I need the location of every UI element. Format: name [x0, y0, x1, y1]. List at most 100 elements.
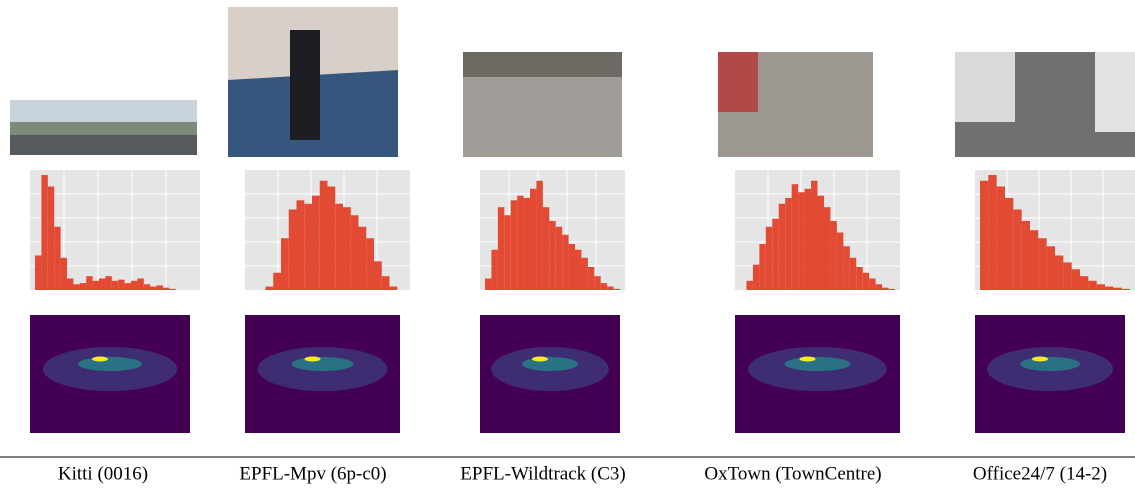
histogram-bar	[99, 279, 105, 291]
heatmap-peak	[532, 357, 548, 362]
histogram-bar	[105, 276, 111, 290]
histogram-bar	[137, 279, 143, 291]
histogram-bar	[163, 288, 169, 290]
histogram-bar	[359, 227, 367, 290]
histogram-bar	[61, 258, 67, 290]
histogram-bar	[1013, 210, 1021, 291]
photo-person	[290, 30, 320, 140]
caption: OxTown (TownCentre)	[704, 463, 881, 484]
histogram-bar	[889, 289, 895, 290]
heatmap-peak	[800, 357, 816, 362]
histogram-bar	[1105, 287, 1113, 290]
histogram-bar	[824, 207, 830, 290]
photo-wall	[1095, 52, 1135, 132]
histogram-bar	[766, 227, 772, 290]
histogram-bar	[837, 233, 843, 291]
histogram-bar	[1122, 289, 1130, 290]
histogram-bar	[73, 284, 79, 290]
histogram-bar	[556, 227, 562, 290]
histogram-bar	[48, 187, 54, 291]
histogram-bar	[988, 175, 996, 290]
histogram-bar	[830, 221, 836, 290]
histogram-bar	[150, 287, 156, 290]
histogram-bar	[530, 189, 536, 290]
histogram-bar	[281, 238, 289, 290]
histogram-bar	[569, 244, 575, 290]
histogram-bar	[511, 200, 517, 290]
histogram-bar	[562, 235, 568, 290]
histogram-bar	[297, 200, 305, 290]
photo-road	[10, 135, 197, 155]
histogram-bar	[759, 244, 765, 290]
heatmap-density	[522, 357, 578, 371]
histogram-bar	[144, 284, 150, 290]
photo-shop	[718, 52, 758, 112]
histogram-bar	[54, 227, 60, 290]
histogram-bar	[157, 285, 163, 290]
histogram-bar	[41, 175, 47, 290]
histogram-bar	[607, 287, 613, 290]
photo-wall	[463, 52, 622, 77]
histogram-bar	[1055, 256, 1063, 291]
histogram-bar	[382, 276, 390, 290]
histogram-bar	[549, 221, 555, 290]
histogram-bar	[581, 258, 587, 290]
histogram-bar	[869, 279, 875, 291]
histogram-bar	[35, 256, 41, 291]
heatmap-peak	[92, 357, 108, 362]
histogram-bar	[997, 187, 1005, 291]
heatmap-density	[785, 357, 851, 371]
caption: Kitti (0016)	[58, 463, 148, 484]
histogram-bar	[524, 198, 530, 290]
histogram-bar	[273, 273, 281, 290]
histogram-bar	[811, 181, 817, 290]
histogram-bar	[1030, 230, 1038, 290]
heatmap-peak	[1032, 357, 1048, 362]
histogram-bar	[169, 289, 175, 290]
histogram-bar	[504, 215, 510, 290]
histogram-bar	[1047, 246, 1055, 290]
histogram-bar	[1113, 288, 1121, 290]
histogram-bar	[753, 265, 759, 290]
histogram-bar	[498, 207, 504, 290]
photo-wall	[955, 52, 1015, 122]
histogram-bar	[390, 287, 398, 290]
histogram-bar	[118, 280, 124, 290]
histogram-bar	[543, 207, 549, 290]
histogram-bar	[1063, 262, 1071, 290]
histogram-bar	[772, 219, 778, 290]
caption: Office24/7 (14-2)	[973, 463, 1107, 484]
histogram-bar	[1072, 269, 1080, 290]
histogram-bar	[328, 187, 336, 291]
histogram-bar	[575, 250, 581, 290]
histogram-bar	[594, 276, 600, 290]
histogram-bar	[792, 184, 798, 290]
histogram-bar	[67, 279, 73, 291]
histogram-bar	[335, 204, 343, 290]
histogram-bar	[1022, 221, 1030, 290]
histogram-bar	[601, 283, 607, 290]
heatmap-density	[1020, 357, 1080, 371]
histogram-bar	[366, 238, 374, 290]
histogram-bar	[485, 279, 491, 291]
histogram-bar	[1005, 198, 1013, 290]
histogram-bar	[289, 210, 297, 291]
caption: EPFL-Wildtrack (C3)	[460, 463, 625, 484]
histogram-bar	[980, 181, 988, 290]
histogram-bar	[517, 196, 523, 290]
histogram-bar	[80, 283, 86, 290]
histogram-bar	[93, 281, 99, 290]
histogram-bar	[304, 204, 312, 290]
histogram-bar	[1080, 276, 1088, 290]
figure: Kitti (0016)EPFL-Mpv (6p-c0)EPFL-Wildtra…	[0, 0, 1135, 489]
histogram-bar	[798, 192, 804, 290]
histogram-bar	[536, 181, 542, 290]
histogram-bar	[112, 281, 118, 290]
histogram-bar	[491, 250, 497, 290]
heatmap-density	[292, 357, 354, 371]
histogram-bar	[374, 261, 382, 290]
histogram-bar	[863, 273, 869, 290]
histogram-bar	[1097, 284, 1105, 290]
histogram-bar	[1038, 238, 1046, 290]
histogram-bar	[266, 287, 274, 290]
